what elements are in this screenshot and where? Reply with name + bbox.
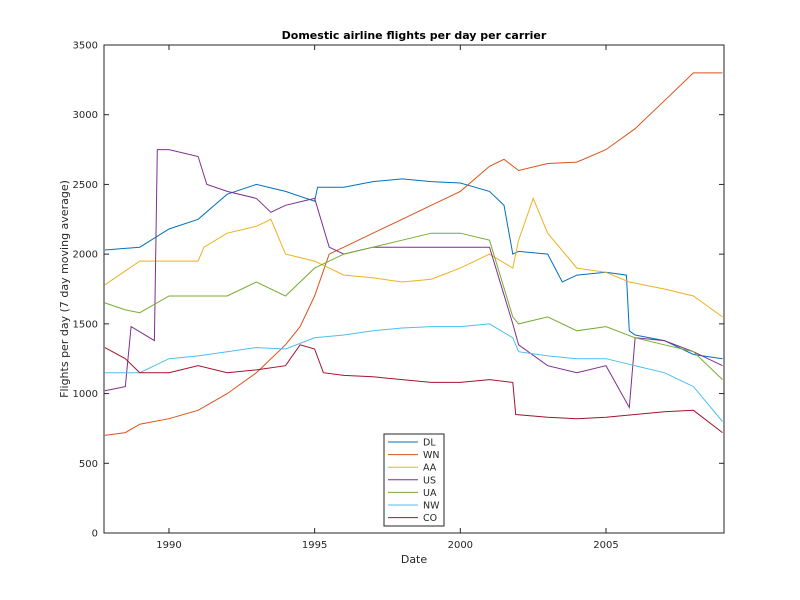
y-tick-label: 0 [92,529,98,540]
y-tick-label: 1500 [73,319,98,330]
y-tick-label: 1000 [73,389,98,400]
series-line-dl [104,178,723,360]
x-tick-label: 1995 [302,540,327,551]
y-tick-label: 3000 [73,110,98,121]
x-tick-label: 2005 [593,540,618,551]
y-tick-label: 2500 [73,180,98,191]
legend-label-wn: WN [423,450,440,461]
axis-ticks: 1990 1995 2000 2005 0 500 1000 1500 2000 2500 3000… [73,41,724,551]
series-line-wn [104,72,723,436]
y-tick-label: 3500 [73,41,98,52]
x-axis-label: Date [401,553,428,566]
legend-label-dl: DL [423,438,436,449]
legend-label-us: US [423,475,436,486]
x-tick-label: 1990 [156,540,181,551]
plot-frame [103,44,725,534]
y-tick-label: 2000 [73,250,98,261]
series-line-nw [104,323,723,422]
series-lines [104,72,723,436]
y-axis-label: Flights per day (7 day moving average) [58,180,71,398]
legend-label-nw: NW [423,501,440,512]
chart-title: Domestic airline flights per day per car… [282,29,547,42]
series-line-co [104,344,723,433]
x-tick-label: 2000 [448,540,473,551]
legend-label-ua: UA [423,488,437,499]
legend-label-co: CO [423,513,437,524]
legend-label-aa: AA [423,463,437,474]
series-line-aa [104,197,723,318]
y-tick-label: 500 [79,459,98,470]
series-line-ua [104,232,723,380]
